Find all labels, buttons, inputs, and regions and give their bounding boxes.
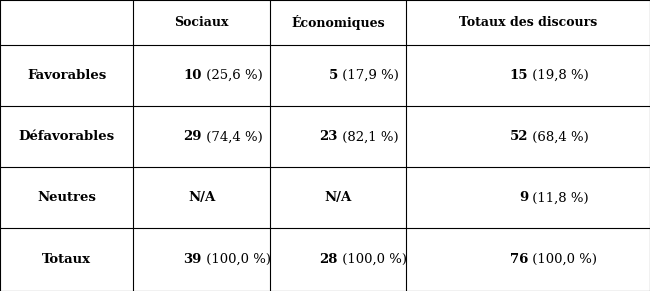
Text: 76: 76 xyxy=(510,253,528,266)
Text: 52: 52 xyxy=(510,130,528,143)
Text: (74,4 %): (74,4 %) xyxy=(202,130,262,143)
Text: Totaux des discours: Totaux des discours xyxy=(459,16,597,29)
Text: 39: 39 xyxy=(183,253,202,266)
Text: (11,8 %): (11,8 %) xyxy=(528,191,589,204)
Text: N/A: N/A xyxy=(188,191,215,204)
Text: (68,4 %): (68,4 %) xyxy=(528,130,589,143)
Text: 9: 9 xyxy=(519,191,528,204)
Text: Sociaux: Sociaux xyxy=(174,16,229,29)
Text: 28: 28 xyxy=(320,253,338,266)
Text: (19,8 %): (19,8 %) xyxy=(528,69,589,82)
Text: (100,0 %): (100,0 %) xyxy=(338,253,407,266)
Text: 29: 29 xyxy=(183,130,202,143)
Text: Totaux: Totaux xyxy=(42,253,91,266)
Text: Défavorables: Défavorables xyxy=(19,130,114,143)
Text: Favorables: Favorables xyxy=(27,69,106,82)
Text: 23: 23 xyxy=(320,130,338,143)
Text: 5: 5 xyxy=(329,69,338,82)
Text: 15: 15 xyxy=(510,69,528,82)
Text: N/A: N/A xyxy=(324,191,352,204)
Text: Économiques: Économiques xyxy=(291,15,385,30)
Text: (100,0 %): (100,0 %) xyxy=(202,253,270,266)
Text: (100,0 %): (100,0 %) xyxy=(528,253,597,266)
Text: (17,9 %): (17,9 %) xyxy=(338,69,399,82)
Text: 10: 10 xyxy=(183,69,202,82)
Text: (82,1 %): (82,1 %) xyxy=(338,130,398,143)
Text: (25,6 %): (25,6 %) xyxy=(202,69,262,82)
Text: Neutres: Neutres xyxy=(37,191,96,204)
